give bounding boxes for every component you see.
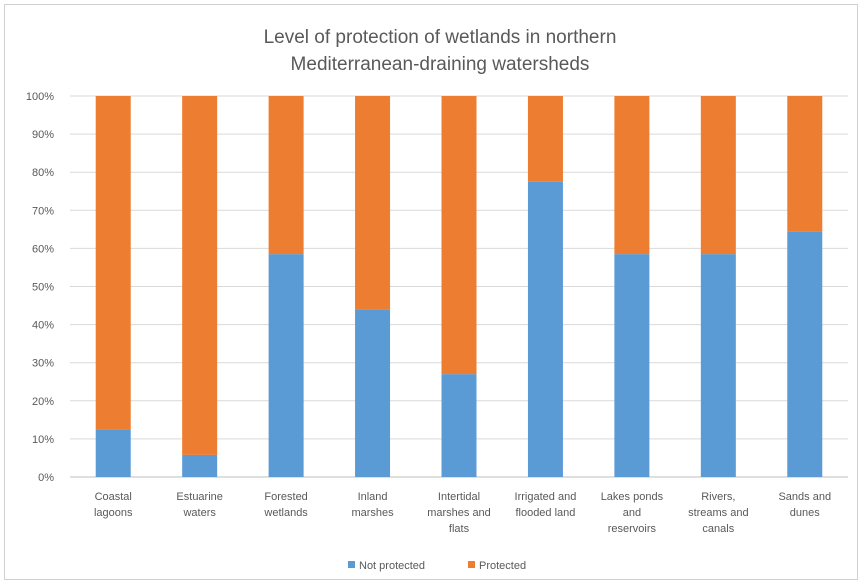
y-tick-label: 10% xyxy=(32,434,54,446)
x-tick-label: Estuarine xyxy=(176,491,222,503)
x-tick-label: Forested xyxy=(264,491,307,503)
y-tick-label: 60% xyxy=(32,243,54,255)
x-tick-label: reservoirs xyxy=(608,523,657,535)
bar-not-protected xyxy=(182,455,217,477)
bar-protected xyxy=(269,96,304,254)
x-tick-label: marshes and xyxy=(427,507,491,519)
x-tick-label: Irrigated and xyxy=(515,491,577,503)
y-tick-label: 20% xyxy=(32,396,54,408)
x-tick-label: Lakes ponds xyxy=(601,491,664,503)
bar-not-protected xyxy=(96,429,131,477)
x-tick-label: flooded land xyxy=(515,507,575,519)
bar-protected xyxy=(96,96,131,429)
x-tick-label: wetlands xyxy=(263,507,308,519)
legend-label: Not protected xyxy=(359,560,425,572)
legend-label: Protected xyxy=(479,560,526,572)
y-tick-label: 80% xyxy=(32,167,54,179)
bar-not-protected xyxy=(442,374,477,477)
x-axis: Coastal lagoons Estuarine waters Forested wet… xyxy=(94,491,831,535)
x-tick-label: dunes xyxy=(790,507,820,519)
x-tick-label: marshes xyxy=(351,507,394,519)
bar-not-protected xyxy=(701,254,736,477)
x-tick-label: and xyxy=(623,507,641,519)
x-tick-label: streams and xyxy=(688,507,749,519)
chart-title: Level of protection of wetlands in north… xyxy=(264,27,617,75)
x-tick-label: Intertidal xyxy=(438,491,480,503)
bar-protected xyxy=(528,96,563,182)
x-tick-label: canals xyxy=(702,523,734,535)
x-tick-label: Inland xyxy=(358,491,388,503)
x-tick-label: Sands and xyxy=(778,491,831,503)
bar-protected xyxy=(787,96,822,231)
bars xyxy=(96,96,823,477)
bar-not-protected xyxy=(787,231,822,477)
bar-not-protected xyxy=(614,254,649,477)
y-tick-label: 70% xyxy=(32,205,54,217)
legend-swatch xyxy=(348,561,355,568)
legend-swatch xyxy=(468,561,475,568)
y-tick-label: 90% xyxy=(32,129,54,141)
bar-protected xyxy=(614,96,649,254)
y-tick-label: 100% xyxy=(26,91,54,103)
x-tick-label: waters xyxy=(182,507,216,519)
x-tick-label: Coastal xyxy=(95,491,132,503)
bar-protected xyxy=(355,96,390,309)
x-tick-label: lagoons xyxy=(94,507,133,519)
y-tick-label: 30% xyxy=(32,358,54,370)
bar-not-protected xyxy=(355,309,390,477)
bar-protected xyxy=(182,96,217,455)
y-tick-label: 40% xyxy=(32,320,54,332)
y-axis: 0% 10% 20% 30% 40% 50% 60% 70% 80% 90% 100% xyxy=(26,91,54,484)
bar-protected xyxy=(442,96,477,374)
legend: Not protected Protected xyxy=(348,560,526,572)
chart-title-line: Level of protection of wetlands in north… xyxy=(264,27,617,48)
y-tick-label: 0% xyxy=(38,472,54,484)
x-tick-label: Rivers, xyxy=(701,491,735,503)
x-tick-label: flats xyxy=(449,523,470,535)
bar-protected xyxy=(701,96,736,254)
y-tick-label: 50% xyxy=(32,282,54,294)
bar-not-protected xyxy=(528,182,563,477)
bar-not-protected xyxy=(269,254,304,477)
chart-title-line: Mediterranean-draining watersheds xyxy=(291,54,590,75)
